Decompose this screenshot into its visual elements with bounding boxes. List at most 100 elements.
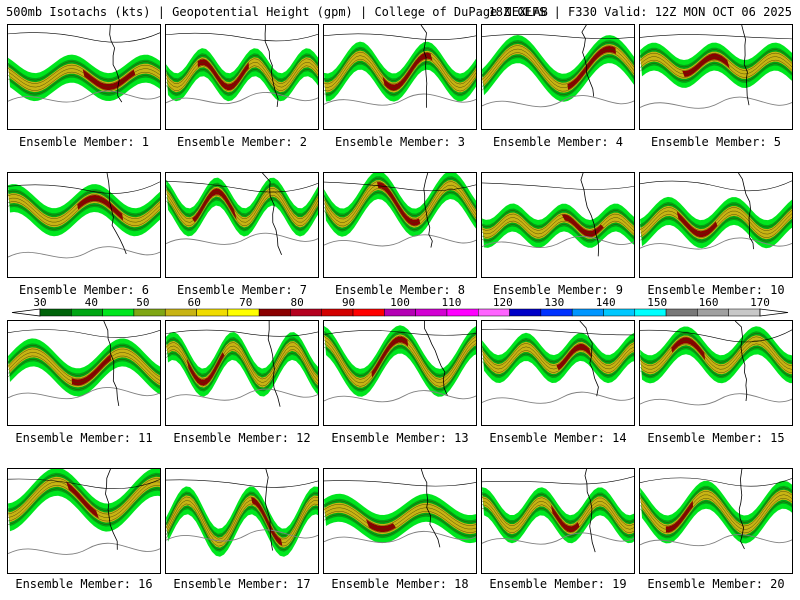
height-contour-low	[482, 532, 634, 545]
ensemble-panel-17[interactable]	[165, 468, 319, 574]
height-contour-low	[166, 529, 318, 542]
height-contour	[8, 481, 160, 518]
ensemble-panel-10[interactable]	[639, 172, 793, 278]
height-contour	[166, 194, 318, 227]
ensemble-panel-1[interactable]	[7, 24, 161, 130]
height-contour-low	[324, 93, 476, 106]
border-line	[166, 479, 318, 488]
isotach-core-80	[82, 69, 136, 91]
ensemble-panel-2[interactable]	[165, 24, 319, 130]
panel-label-9: Ensemble Member: 9	[492, 283, 624, 297]
panel-label-17: Ensemble Member: 17	[173, 577, 311, 591]
ensemble-panel-3[interactable]	[323, 24, 477, 130]
coastline	[738, 469, 745, 550]
ensemble-panel-14[interactable]	[481, 320, 635, 426]
ensemble-panel-11[interactable]	[7, 320, 161, 426]
ensemble-panel-19[interactable]	[481, 468, 635, 574]
height-contour-low	[324, 390, 476, 403]
border-line	[640, 329, 792, 343]
height-contour	[640, 210, 792, 235]
panel-label-1: Ensemble Member: 1	[18, 135, 150, 149]
border-line	[482, 476, 634, 485]
border-line	[324, 181, 476, 192]
height-contour	[8, 485, 160, 522]
height-contour-low	[640, 534, 792, 547]
border-line	[482, 182, 634, 190]
isotach-core-80	[377, 182, 421, 226]
height-contour	[640, 501, 792, 537]
panel-label-16: Ensemble Member: 16	[15, 577, 153, 591]
ensemble-panel-6[interactable]	[7, 172, 161, 278]
height-contour	[482, 210, 634, 228]
height-contour	[8, 197, 160, 223]
height-contour	[482, 353, 634, 377]
height-contour-low	[166, 388, 318, 401]
height-contour	[166, 493, 318, 536]
height-contour	[8, 204, 160, 230]
colorbar-arrow-left	[11, 308, 41, 317]
jet-stream-map	[8, 469, 160, 555]
isotach-core-80	[251, 497, 283, 546]
height-contour	[166, 338, 318, 376]
ensemble-panel-9[interactable]	[481, 172, 635, 278]
coastline	[264, 25, 279, 107]
colorbar-tick-label: 120	[492, 296, 513, 309]
panel-label-18: Ensemble Member: 18	[331, 577, 469, 591]
height-contour	[8, 190, 160, 216]
border-line	[482, 328, 634, 336]
ensemble-panel-5[interactable]	[639, 24, 793, 130]
ensemble-panel-20[interactable]	[639, 468, 793, 574]
height-contour	[324, 51, 476, 85]
height-contour	[324, 177, 476, 216]
ensemble-panel-18[interactable]	[323, 468, 477, 574]
border-line	[640, 180, 792, 192]
colorbar-tick-label: 170	[750, 296, 770, 309]
height-contour	[324, 339, 476, 384]
ensemble-panel-16[interactable]	[7, 468, 161, 574]
height-contour	[8, 345, 160, 376]
coastline	[105, 469, 118, 550]
panel-label-13: Ensemble Member: 13	[331, 431, 469, 445]
border-line	[166, 180, 318, 193]
coastline	[738, 173, 754, 250]
ensemble-panel-4[interactable]	[481, 24, 635, 130]
colorbar-swatch	[540, 308, 573, 317]
jet-stream-map	[324, 25, 476, 108]
ensemble-panel-15[interactable]	[639, 320, 793, 426]
ensemble-panel-13[interactable]	[323, 320, 477, 426]
height-contour-low	[166, 92, 318, 105]
ensemble-panel-12[interactable]	[165, 320, 319, 426]
colorbar-tick-label: 90	[341, 296, 356, 309]
height-contour	[8, 64, 160, 84]
colorbar-swatch	[102, 308, 135, 317]
colorbar-swatch	[258, 308, 291, 317]
jet-stream-map	[166, 173, 318, 255]
ensemble-panel-7[interactable]	[165, 172, 319, 278]
colorbar-tick-label: 130	[544, 296, 565, 309]
height-contour-low	[640, 96, 792, 109]
height-contour	[482, 343, 634, 366]
colorbar-swatch	[415, 308, 448, 317]
jet-stream-map	[166, 321, 318, 407]
height-contour-low	[482, 95, 634, 108]
colorbar-tick-label: 30	[33, 296, 47, 309]
height-contour	[640, 59, 792, 78]
height-contour	[482, 224, 634, 242]
isotach-band-50	[324, 330, 476, 392]
height-contour	[482, 217, 634, 235]
jet-stream-map	[482, 469, 634, 553]
ensemble-panel-8[interactable]	[323, 172, 477, 278]
height-contour	[8, 352, 160, 383]
height-contour-low	[482, 391, 634, 404]
height-contour	[166, 54, 318, 81]
panel-label-6: Ensemble Member: 6	[18, 283, 150, 297]
height-contour	[324, 346, 476, 391]
height-contour	[640, 217, 792, 242]
isotach-band-60	[324, 50, 476, 93]
colorbar-tick-label: 40	[84, 296, 99, 309]
isotach-band-60	[482, 341, 634, 375]
border-line	[324, 330, 476, 336]
colorbar-tick-label: 110	[441, 296, 462, 309]
height-contour	[640, 52, 792, 71]
height-contour	[166, 58, 318, 84]
